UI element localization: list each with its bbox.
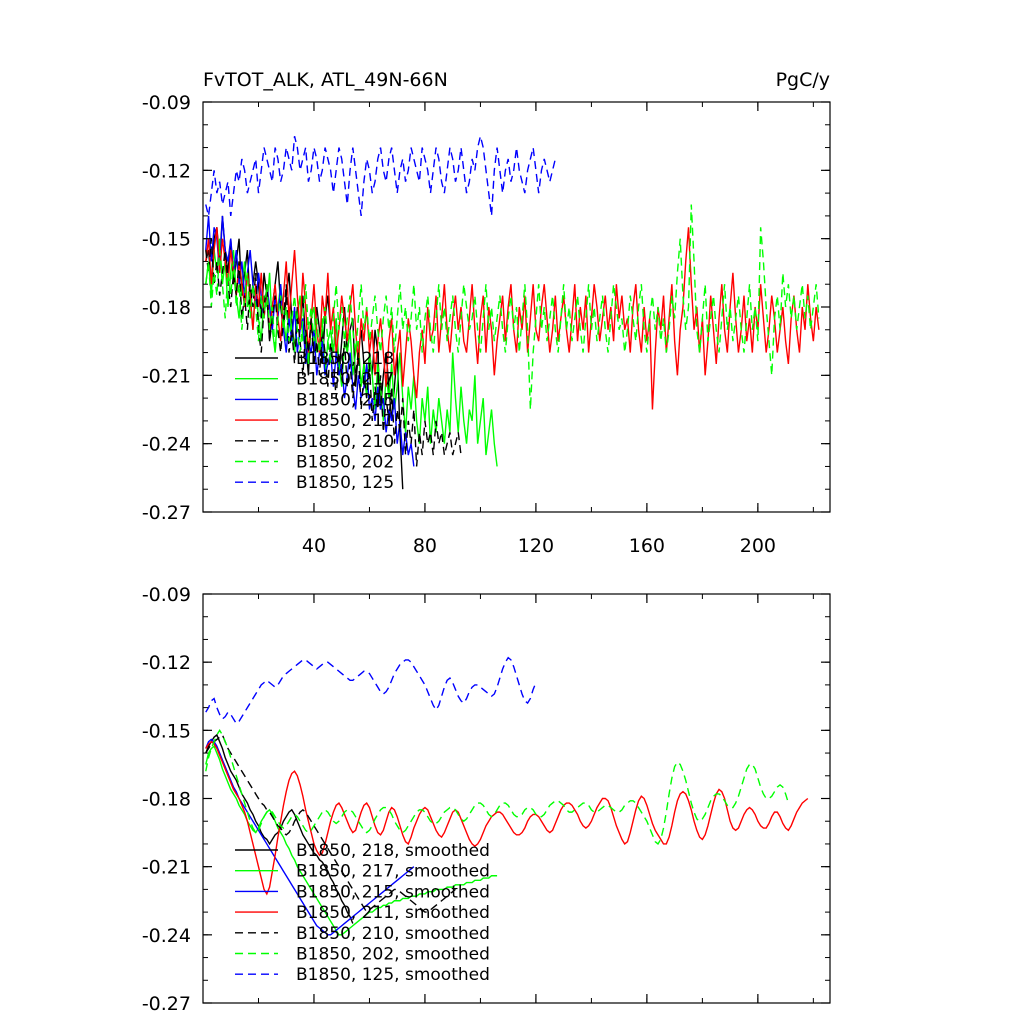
y-tick-label: -0.09: [142, 92, 191, 114]
legend-label: B1850, 202: [296, 453, 394, 473]
legend-label: B1850, 217: [296, 370, 394, 390]
chart-units: PgC/y: [776, 69, 830, 91]
series-line-1-7: [205, 136, 557, 217]
x-tick-label: 200: [740, 535, 776, 557]
y-tick-label: -0.15: [142, 720, 191, 742]
x-tick-label: 160: [629, 535, 665, 557]
chart-title: FvTOT_ALK, ATL_49N-66N: [203, 69, 448, 91]
series-line-1-5: [205, 238, 462, 467]
legend-label: B1850, 211, smoothed: [296, 903, 490, 923]
chart-panel-1: -0.09 -0.12 -0.15 -0.18 -0.21 -0.24 -0.27 40 80 1…: [142, 69, 831, 557]
series-line-2-4: [205, 740, 809, 896]
legend-label: B1850, 202, smoothed: [296, 945, 490, 965]
legend-label: B1850, 125: [296, 473, 394, 493]
chart-panel-2: -0.09 -0.12 -0.15 -0.18 -0.21 -0.24 -0.27 B1850…: [142, 584, 831, 1015]
y-tick-label: -0.24: [142, 434, 191, 456]
legend-label: B1850, 215, smoothed: [296, 882, 490, 902]
y-tick-label: -0.27: [142, 993, 191, 1015]
y-tick-label: -0.21: [142, 365, 191, 387]
legend-label: B1850, 215: [296, 390, 394, 410]
y-tick-label: -0.12: [142, 160, 191, 182]
x-tick-label: 120: [518, 535, 554, 557]
y-tick-label: -0.21: [142, 857, 191, 879]
y-tick-label: -0.18: [142, 789, 191, 811]
legend-label: B1850, 125, smoothed: [296, 965, 490, 985]
legend-label: B1850, 211: [296, 411, 394, 431]
y-tick-label: -0.24: [142, 925, 191, 947]
x-tick-label: 40: [302, 535, 326, 557]
series-line-2-7: [205, 656, 537, 725]
legend-label: B1850, 210: [296, 432, 394, 452]
series-line-2-6: [205, 728, 790, 845]
x-tick-label: 80: [413, 535, 437, 557]
series-line-2-5: [205, 733, 456, 914]
y-tick-label: -0.09: [142, 584, 191, 606]
legend-label: B1850, 218: [296, 349, 394, 369]
series-line-1-6: [205, 204, 820, 410]
y-tick-label: -0.18: [142, 297, 191, 319]
y-tick-label: -0.12: [142, 652, 191, 674]
y-tick-label: -0.27: [142, 502, 191, 524]
legend-label: B1850, 218, smoothed: [296, 841, 490, 861]
y-tick-label: -0.15: [142, 229, 191, 251]
legend-label: B1850, 210, smoothed: [296, 924, 490, 944]
legend-label: B1850, 217, smoothed: [296, 862, 490, 882]
